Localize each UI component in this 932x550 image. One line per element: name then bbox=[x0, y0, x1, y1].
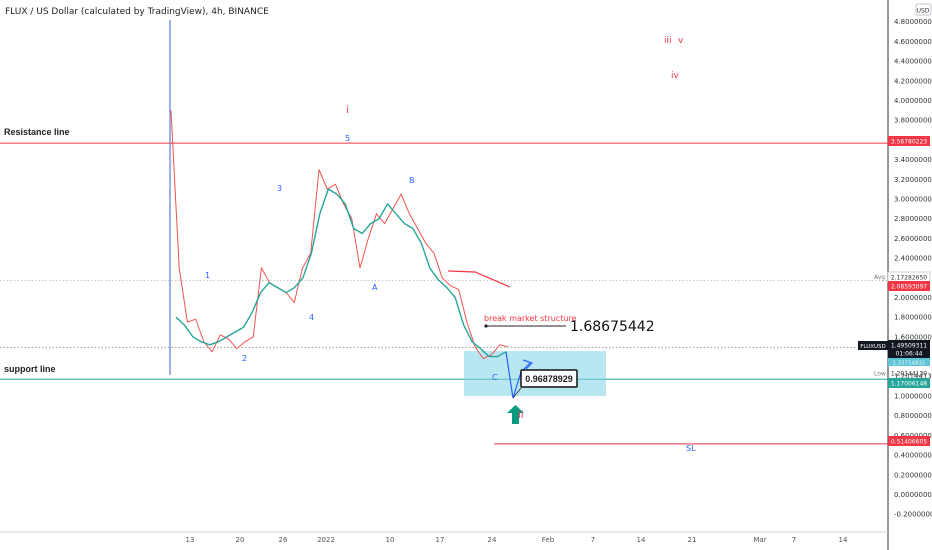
stop-loss-label: SL bbox=[686, 444, 696, 453]
low-label: Low bbox=[874, 371, 886, 378]
wave-A-label: A bbox=[372, 283, 378, 292]
x-tick-label: 7 bbox=[591, 536, 595, 544]
break-structure-point bbox=[484, 324, 488, 328]
chart-title: FLUX / US Dollar (calculated by TradingV… bbox=[5, 7, 269, 17]
target-callout-box[interactable] bbox=[520, 369, 578, 388]
x-tick-label: Mar bbox=[753, 536, 766, 544]
resistance-price-badge[interactable] bbox=[888, 136, 930, 146]
x-tick-label: 2022 bbox=[317, 536, 335, 544]
support-price-badge[interactable] bbox=[888, 378, 930, 388]
support-line-label: support line bbox=[4, 364, 56, 374]
zone-price-badge-text: 1.33714831 bbox=[892, 361, 925, 367]
projection-path bbox=[505, 351, 531, 399]
moving-average-series bbox=[175, 188, 507, 358]
x-tick-label: 14 bbox=[637, 536, 646, 544]
target-callout-value: 0.96878929 bbox=[525, 374, 573, 384]
break-structure-value: 1.68675442 bbox=[570, 319, 655, 335]
wave-v-label: v bbox=[678, 36, 684, 46]
avg-price-badge-text: 2.17282650 bbox=[891, 275, 927, 282]
wave-4-label: 4 bbox=[309, 313, 314, 322]
x-tick-label: Feb bbox=[542, 536, 555, 544]
ma-price-badge[interactable] bbox=[888, 281, 930, 291]
x-axis-ticks: 13 20 26 2022 10 17 24 Feb 7 14 21 Mar 7 14 bbox=[186, 536, 848, 544]
sl-price-badge[interactable] bbox=[888, 436, 930, 446]
x-tick-label: 17 bbox=[436, 536, 445, 544]
wave-i-label: i bbox=[346, 105, 349, 116]
break-structure-label: break market structure bbox=[484, 314, 577, 323]
wave-ii-label: ii bbox=[518, 410, 524, 421]
avg-label: Avg bbox=[874, 274, 885, 281]
symbol-badge-text: FLUXUSD bbox=[860, 344, 886, 350]
buy-arrow-icon bbox=[507, 405, 524, 424]
wave-3-label: 3 bbox=[277, 184, 282, 193]
x-tick-label: 14 bbox=[839, 536, 848, 544]
price-series bbox=[170, 110, 509, 360]
current-price-badge[interactable] bbox=[888, 340, 930, 358]
resistance-line-label: Resistance line bbox=[4, 127, 70, 137]
wave-B-label: B bbox=[409, 176, 415, 185]
currency-badge-label: USD bbox=[917, 8, 930, 15]
ma-price-badge-text: 2.08593097 bbox=[891, 284, 927, 291]
wave-2-label: 2 bbox=[242, 354, 247, 363]
wave-1-label: 1 bbox=[205, 271, 210, 280]
low-price-text: 1.20144130 bbox=[891, 371, 927, 378]
currency-badge[interactable] bbox=[915, 3, 932, 16]
wave-iii-label: iii bbox=[664, 36, 672, 46]
wave-C-label: C bbox=[492, 373, 498, 382]
x-tick-label: 21 bbox=[688, 536, 697, 544]
x-tick-label: 26 bbox=[279, 536, 288, 544]
target-callout-leader bbox=[512, 387, 522, 399]
wave-5-label: 5 bbox=[345, 134, 350, 143]
support-price-badge-text: 1.17006148 bbox=[891, 381, 927, 388]
symbol-badge[interactable] bbox=[858, 341, 888, 350]
x-tick-label: 20 bbox=[236, 536, 245, 544]
projection-arrowhead bbox=[522, 359, 534, 370]
red-trend-line[interactable] bbox=[447, 270, 511, 288]
wave-iv-label: iv bbox=[671, 71, 680, 81]
price-axis-badges: 3.56780223 Avg 2.17282650 2.08593097 FLU… bbox=[858, 136, 931, 446]
zone-price-badge bbox=[888, 358, 930, 366]
x-tick-label: 10 bbox=[386, 536, 395, 544]
x-tick-label: 13 bbox=[186, 536, 195, 544]
current-price-badge-text: 1.49509311 bbox=[891, 343, 927, 350]
x-tick-label: 24 bbox=[488, 536, 497, 544]
resistance-price-badge-text: 3.56780223 bbox=[891, 139, 927, 146]
x-tick-label: 7 bbox=[792, 536, 796, 544]
sl-price-badge-text: 0.51406605 bbox=[891, 439, 927, 446]
y-tick-label: 1.20144130 bbox=[894, 373, 932, 381]
countdown-text: 01:06:44 bbox=[896, 351, 923, 358]
